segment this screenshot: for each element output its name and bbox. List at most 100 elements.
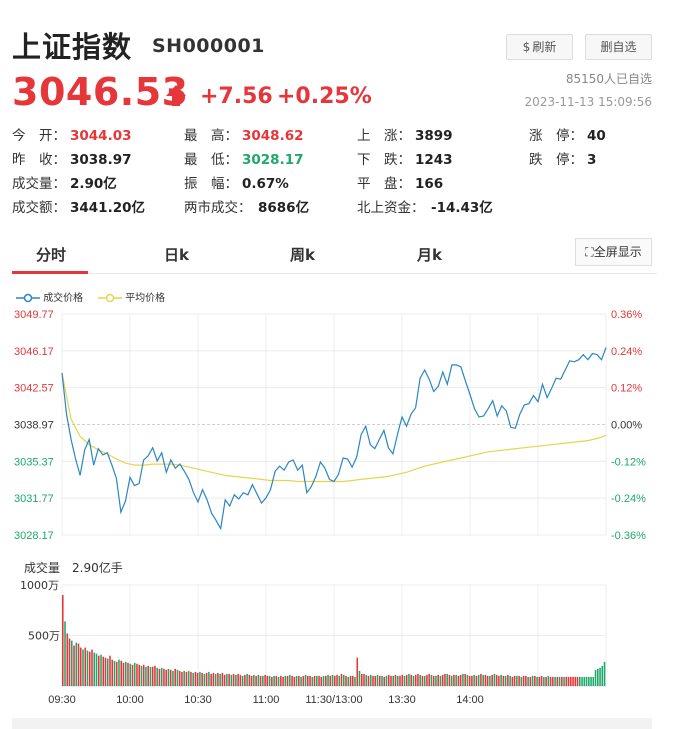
volume-bar — [383, 676, 386, 686]
volume-bar — [432, 675, 435, 686]
tab-monthly-k[interactable]: 月k — [417, 246, 442, 264]
volume-bar — [255, 675, 257, 686]
volume-bar — [450, 675, 453, 686]
volume-bar — [226, 673, 228, 686]
volume-bar — [212, 672, 215, 686]
volume-bar — [385, 675, 388, 686]
volume-bar — [320, 676, 323, 686]
volume-bar — [199, 671, 201, 686]
volume-bar — [122, 662, 125, 686]
volume-bar — [70, 640, 73, 687]
volume-bar — [513, 675, 516, 686]
volume-bar — [401, 674, 404, 686]
volume-bar — [151, 666, 154, 686]
refresh-button[interactable]: $ 刷新 — [506, 34, 573, 60]
volume-bar — [237, 673, 239, 686]
legend-avg[interactable]: 平均价格 — [98, 289, 165, 304]
legend-avg-line-icon — [98, 293, 122, 303]
volume-bar — [228, 673, 230, 686]
volume-bar — [266, 675, 269, 686]
tab-weekly-k[interactable]: 周k — [290, 246, 315, 264]
volume-bar — [590, 676, 592, 686]
volume-bar — [507, 674, 509, 686]
volume-bar — [275, 675, 278, 686]
volume-bar — [345, 675, 347, 686]
volume-bar — [75, 642, 78, 686]
volume-bar — [459, 674, 462, 686]
volume-bar — [493, 673, 496, 686]
volume-bar — [574, 676, 577, 686]
volume-bar — [257, 674, 260, 686]
volume-bar — [181, 671, 183, 686]
volume-bar — [534, 675, 536, 686]
volume-bar — [100, 654, 102, 686]
intraday-chart[interactable]: 3049.77 3046.17 3042.57 3038.97 3035.37 3031.… — [0, 300, 675, 715]
y-tick-left: 3035.37 — [14, 456, 54, 468]
volume-bar — [374, 675, 377, 686]
fullscreen-button[interactable]: ⛶全屏显示 — [575, 238, 652, 266]
volume-bar — [403, 675, 406, 686]
volume-bar — [154, 665, 156, 686]
volume-bar — [223, 674, 226, 686]
volume-bar — [405, 674, 408, 686]
volume-bar — [367, 675, 370, 686]
volume-bar — [313, 675, 316, 686]
tab-active-indicator — [12, 271, 88, 274]
volume-bar — [203, 673, 206, 686]
volume-bar — [390, 675, 392, 686]
volume-bar — [185, 671, 188, 686]
volume-bar — [158, 668, 161, 686]
volume-bar — [174, 668, 176, 686]
volume-bar — [558, 676, 561, 686]
volume-bar — [118, 659, 120, 686]
volume-bar — [210, 673, 212, 686]
volume-bar — [428, 673, 430, 686]
volume-bar — [462, 673, 464, 686]
current-price: 3046.53 — [12, 70, 189, 114]
volume-bar — [230, 674, 233, 686]
volume-bar — [565, 676, 568, 686]
volume-bar — [163, 668, 165, 686]
volume-bar — [259, 675, 262, 686]
volume-bar — [115, 661, 118, 686]
volume-bar — [307, 675, 309, 686]
volume-bar — [372, 675, 374, 686]
legend-price[interactable]: 成交价格 — [16, 289, 83, 304]
volume-bar — [356, 657, 359, 686]
legend-avg-label: 平均价格 — [125, 293, 166, 304]
tab-intraday[interactable]: 分时 — [36, 246, 67, 264]
volume-bar — [208, 671, 210, 686]
volume-bar — [437, 674, 439, 686]
fullscreen-icon: ⛶ — [585, 245, 594, 259]
remove-watchlist-button[interactable]: 删自选 — [585, 34, 652, 60]
volume-bar — [376, 674, 379, 686]
y-axis-left: 3049.77 3046.17 3042.57 3038.97 3035.37 3031.… — [14, 309, 54, 542]
tab-daily-k[interactable]: 日k — [164, 246, 189, 264]
volume-bar — [466, 674, 469, 686]
volume-bar — [192, 672, 194, 686]
volume-bar — [82, 649, 84, 686]
volume-bar — [68, 638, 71, 686]
volume-bar — [160, 667, 163, 686]
stat-volume: 成交量： 2.90亿 — [12, 176, 117, 192]
header: 上证指数 SH000001 $ 刷新 删自选 — [12, 22, 657, 64]
volume-bar — [545, 676, 547, 686]
page-title: 上证指数 — [12, 30, 133, 64]
y-tick-right: -0.36% — [611, 530, 646, 542]
x-tick: 10:00 — [116, 694, 144, 706]
volume-bar — [349, 675, 352, 686]
volume-bar — [484, 674, 487, 686]
volume-bar — [271, 676, 273, 686]
volume-bar — [329, 675, 332, 686]
volume-bar — [336, 674, 338, 686]
volume-bar — [340, 673, 343, 686]
volume-bar — [318, 675, 320, 686]
volume-bar — [133, 662, 136, 686]
bottom-scrollbar[interactable] — [12, 718, 652, 729]
volume-bar — [579, 676, 581, 686]
x-tick: 11:00 — [253, 694, 280, 706]
volume-bar — [471, 675, 473, 686]
update-time: 2023-11-13 15:09:56 — [524, 95, 652, 109]
volume-bar — [426, 674, 428, 686]
legend-price-line-icon — [16, 293, 40, 303]
